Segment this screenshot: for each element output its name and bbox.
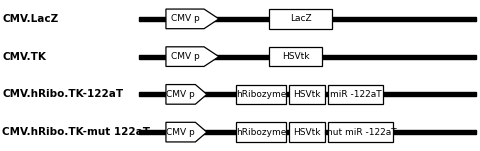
Text: HSVtk: HSVtk bbox=[281, 52, 309, 61]
Text: CMV.TK: CMV.TK bbox=[2, 52, 46, 62]
Bar bbox=[139, 130, 475, 134]
Text: hRibozyme: hRibozyme bbox=[235, 90, 286, 99]
Bar bbox=[235, 85, 286, 104]
Text: CMV.LacZ: CMV.LacZ bbox=[2, 14, 59, 24]
Bar bbox=[269, 47, 322, 66]
Text: hRibozyme: hRibozyme bbox=[235, 128, 286, 137]
Text: CMV p: CMV p bbox=[166, 90, 194, 99]
Bar bbox=[139, 92, 475, 96]
Text: CMV p: CMV p bbox=[166, 128, 194, 137]
Bar bbox=[288, 122, 324, 142]
Polygon shape bbox=[166, 47, 218, 66]
Text: miR -122aT: miR -122aT bbox=[329, 90, 381, 99]
Text: CMV p: CMV p bbox=[170, 52, 199, 61]
Polygon shape bbox=[166, 9, 218, 29]
Text: LacZ: LacZ bbox=[289, 14, 311, 23]
Bar bbox=[269, 9, 331, 29]
Text: mut miR -122aT: mut miR -122aT bbox=[324, 128, 396, 137]
Bar bbox=[139, 55, 475, 59]
Text: CMV p: CMV p bbox=[170, 14, 199, 23]
Bar bbox=[288, 85, 324, 104]
Bar bbox=[139, 17, 475, 21]
Bar bbox=[327, 122, 392, 142]
Polygon shape bbox=[166, 85, 206, 104]
Text: HSVtk: HSVtk bbox=[293, 90, 320, 99]
Bar bbox=[235, 122, 286, 142]
Bar bbox=[327, 85, 383, 104]
Polygon shape bbox=[166, 122, 206, 142]
Text: CMV.hRibo.TK-122aT: CMV.hRibo.TK-122aT bbox=[2, 89, 123, 99]
Text: HSVtk: HSVtk bbox=[293, 128, 320, 137]
Text: CMV.hRibo.TK-mut 122aT: CMV.hRibo.TK-mut 122aT bbox=[2, 127, 150, 137]
